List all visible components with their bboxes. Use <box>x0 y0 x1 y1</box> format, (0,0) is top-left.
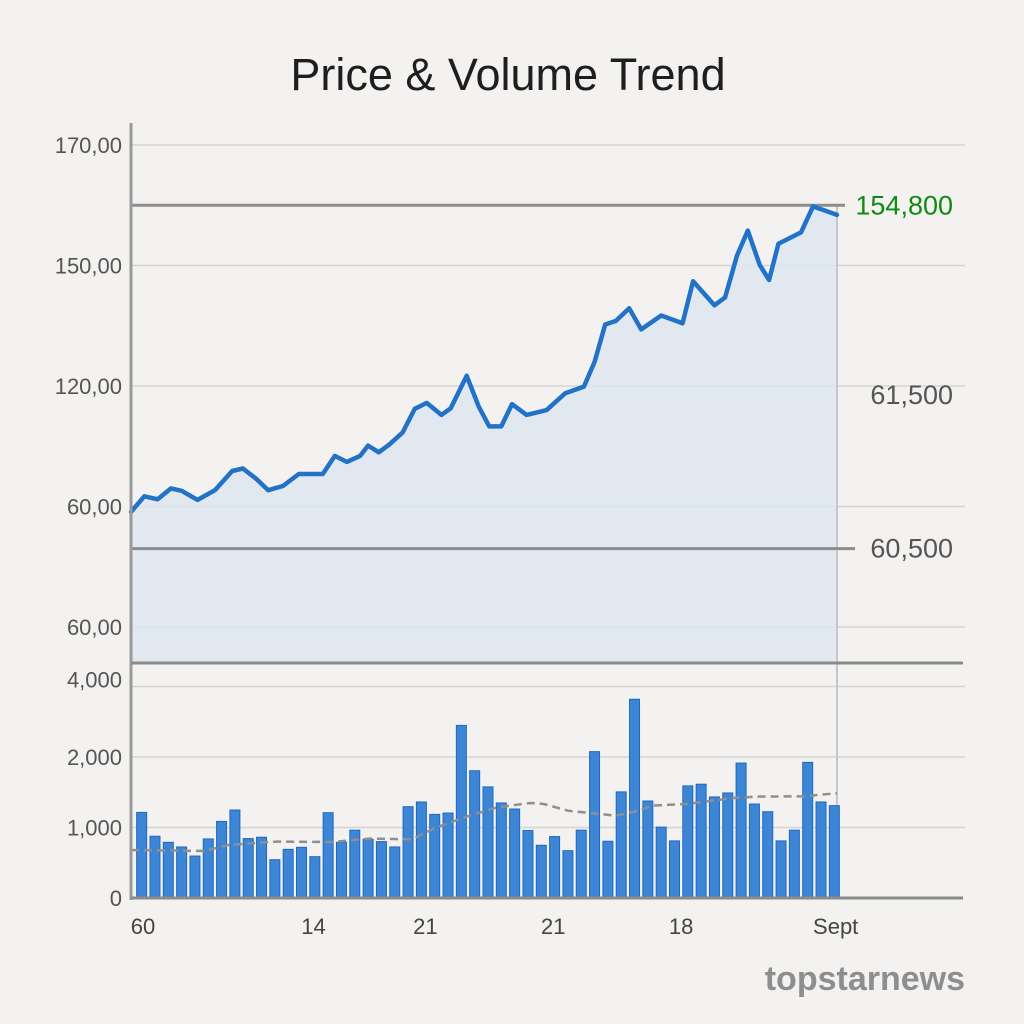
volume-bar <box>482 786 494 899</box>
volume-bar <box>708 796 720 899</box>
volume-bar <box>589 751 601 899</box>
price-reference-label: 154,800 <box>855 190 953 220</box>
volume-bar <box>695 783 707 899</box>
volume-bar <box>389 846 401 899</box>
volume-bar <box>748 803 760 899</box>
volume-bar <box>429 813 441 899</box>
volume-bar <box>322 812 334 899</box>
price-reference-lines: 154,800 61,500 60,500 <box>131 190 953 564</box>
volume-moving-average-line <box>130 791 838 853</box>
chart-title: Price & Volume Trend <box>290 49 725 100</box>
volume-bar <box>642 800 654 899</box>
x-tick-label: 21 <box>541 914 565 939</box>
volume-bar <box>455 724 467 899</box>
x-tick-label: 18 <box>669 914 693 939</box>
price-y-tick-label: 120,00 <box>55 374 122 399</box>
x-tick-label: 21 <box>413 914 437 939</box>
volume-bar <box>509 808 521 899</box>
price-y-tick-label: 60,00 <box>67 495 122 520</box>
volume-bar <box>549 836 561 899</box>
volume-bar <box>216 820 228 899</box>
volume-bar <box>296 846 308 899</box>
volume-bar <box>176 846 188 899</box>
volume-bar <box>495 802 507 899</box>
volume-bar <box>802 761 814 899</box>
volume-bar <box>735 762 747 899</box>
volume-bar <box>788 829 800 899</box>
volume-bar <box>828 805 840 899</box>
volume-bar <box>415 801 427 899</box>
price-line <box>128 204 840 515</box>
volume-bar <box>269 859 281 899</box>
volume-bar <box>189 855 201 899</box>
volume-bar <box>402 806 414 899</box>
watermark: topstarnews <box>765 960 965 998</box>
volume-bar <box>469 770 481 899</box>
price-reference-label: 60,500 <box>870 534 953 564</box>
price-reference-label: 61,500 <box>870 380 953 410</box>
volume-bar <box>335 841 347 899</box>
volume-bars <box>136 698 840 899</box>
price-y-tick-label: 150,00 <box>55 254 122 279</box>
volume-bar <box>629 698 641 899</box>
volume-bar <box>575 829 587 899</box>
x-tick-label: 60 <box>131 914 155 939</box>
price-y-tick-label: 60,00 <box>67 615 122 640</box>
x-tick-label: 14 <box>301 914 325 939</box>
volume-bar <box>242 838 254 899</box>
volume-y-tick-label: 1,000 <box>67 816 122 841</box>
x-tick-label: Sept <box>813 914 858 939</box>
volume-gridlines <box>131 685 965 829</box>
volume-bar <box>136 811 148 899</box>
volume-bar <box>722 792 734 899</box>
volume-y-tick-label: 0 <box>110 886 122 911</box>
axis-tick-labels: 170,00 150,00 120,00 60,00 60,00 4,000 2,000 1,… <box>55 133 859 939</box>
volume-bar <box>655 826 667 899</box>
volume-bar <box>668 840 680 899</box>
price-y-tick-label: 170,00 <box>55 133 122 158</box>
volume-y-tick-label: 2,000 <box>67 745 122 770</box>
volume-bar <box>256 836 268 899</box>
volume-bar <box>362 838 374 899</box>
volume-bar <box>602 840 614 899</box>
volume-bar <box>309 856 321 899</box>
volume-bar <box>149 835 161 899</box>
volume-bar <box>282 848 294 899</box>
volume-bar <box>562 850 574 899</box>
volume-bar <box>375 841 387 899</box>
volume-bar <box>202 838 214 899</box>
volume-bar <box>762 811 774 899</box>
volume-bar <box>775 840 787 899</box>
volume-bar <box>535 844 547 899</box>
volume-bar <box>615 791 627 899</box>
volume-bar <box>815 801 827 899</box>
volume-bar <box>522 830 534 899</box>
volume-y-tick-label: 4,000 <box>67 668 122 693</box>
volume-bar <box>229 809 241 899</box>
